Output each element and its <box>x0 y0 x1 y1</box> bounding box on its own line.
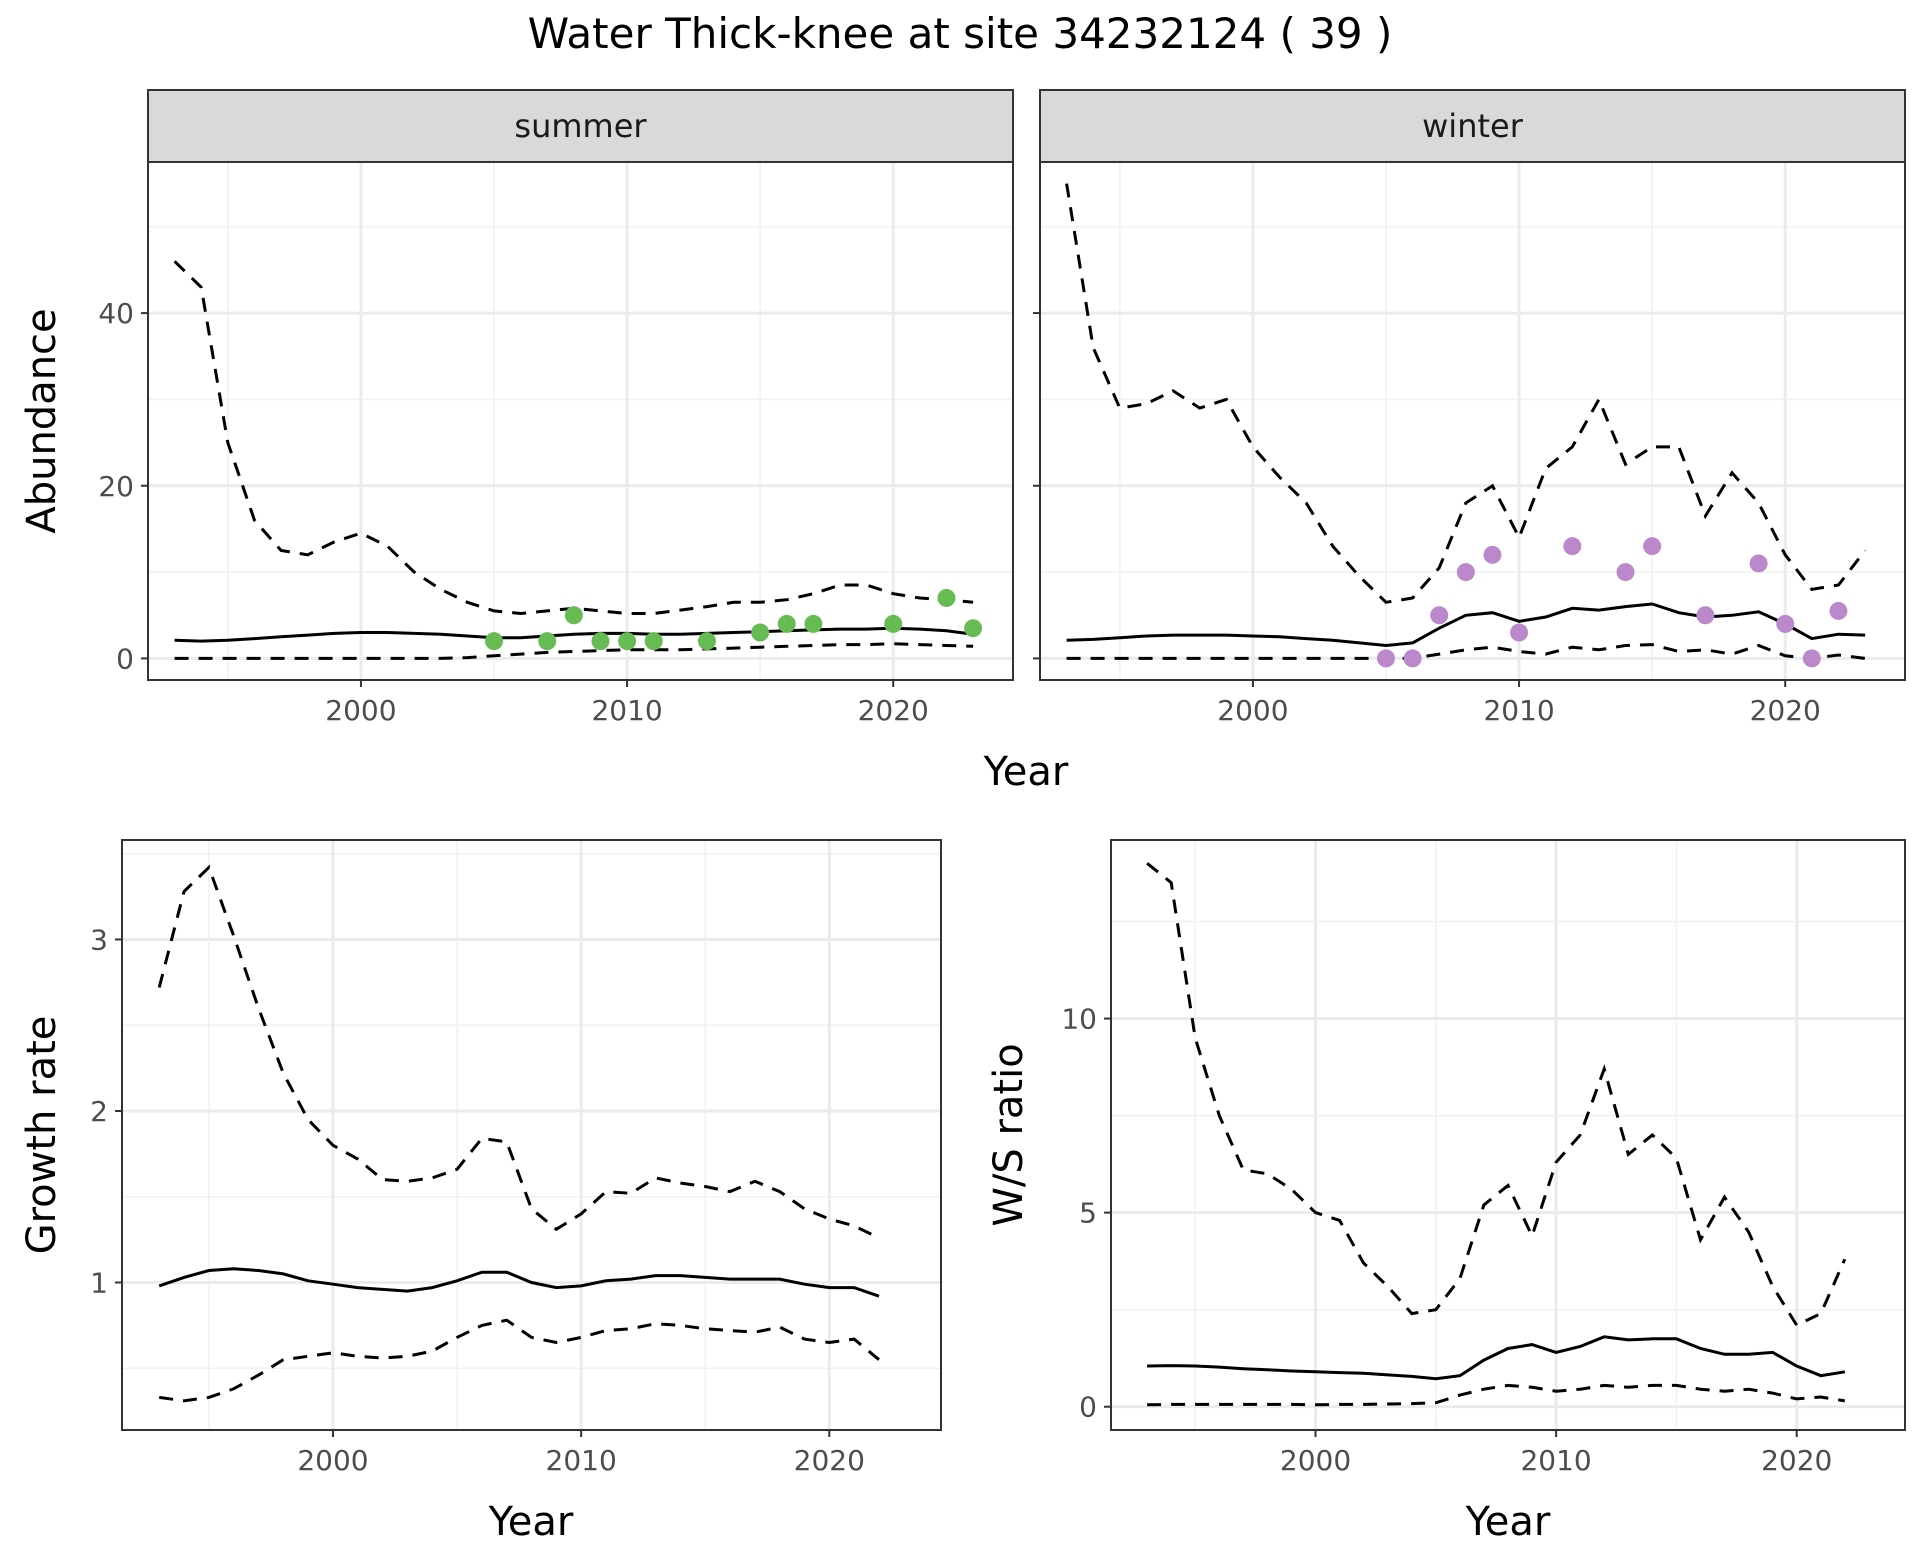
x-tick-label: 2010 <box>1520 1444 1591 1477</box>
data-point <box>1696 606 1715 625</box>
data-point <box>1483 545 1502 564</box>
data-point <box>884 614 903 633</box>
ws_ratio-panel: 2000 2010 2020 0 5 10 <box>1061 839 1906 1477</box>
y-axis-title: W/S ratio <box>986 1043 1032 1226</box>
data-point <box>1776 614 1795 633</box>
y-tick-label: 1 <box>90 1267 108 1300</box>
abundance_winter-panel: winter 2000 2010 2020 <box>1033 89 1906 727</box>
x-tick-label: 2020 <box>1750 694 1821 727</box>
series-line-lower <box>158 1318 880 1403</box>
data-point <box>777 614 796 633</box>
data-point <box>485 632 503 651</box>
data-point <box>538 632 557 651</box>
x-axis-title: Year <box>1465 1499 1551 1545</box>
data-point <box>1802 649 1821 668</box>
x-tick-label: 2000 <box>1280 1444 1351 1477</box>
series-line-upper <box>1065 183 1867 604</box>
data-point <box>1616 563 1635 582</box>
abundance_summer-series-group <box>173 260 983 660</box>
ws_ratio-series-group <box>1146 862 1847 1407</box>
data-point <box>564 606 583 625</box>
series-line-median <box>1066 602 1866 648</box>
y-axis-title: Abundance <box>19 308 65 533</box>
data-point <box>1403 649 1422 668</box>
x-tick-label: 2000 <box>297 1444 368 1477</box>
data-point <box>1829 601 1848 620</box>
data-point <box>937 588 956 607</box>
growth_rate-series-group <box>157 864 880 1403</box>
y-tick-label: 0 <box>1079 1391 1097 1424</box>
growth_rate-panel: 2000 2010 2020 1 2 3 <box>90 839 942 1477</box>
y-tick-label: 40 <box>98 297 134 330</box>
y-tick-label: 3 <box>90 923 108 956</box>
data-point <box>1643 537 1662 556</box>
data-point <box>1510 623 1529 642</box>
data-point <box>697 632 716 651</box>
data-point <box>618 632 637 651</box>
abundance_summer-panel: summer 2000 2010 2020 0 20 40 <box>98 89 1014 727</box>
data-point <box>964 619 983 638</box>
x-axis-title: Year <box>983 749 1069 795</box>
data-point <box>1749 554 1768 573</box>
y-tick-label: 10 <box>1061 1003 1097 1036</box>
series-line-median <box>1147 1335 1846 1381</box>
data-point <box>751 623 770 642</box>
y-tick-label: 20 <box>98 470 134 503</box>
y-tick-label: 2 <box>90 1095 108 1128</box>
series-line-median <box>158 1267 880 1298</box>
series-line-lower <box>174 642 974 660</box>
y-tick-label: 5 <box>1079 1197 1097 1230</box>
x-tick-label: 2010 <box>591 694 662 727</box>
growth_rate-panel-border <box>121 839 942 1431</box>
series-line-upper <box>1146 862 1847 1328</box>
x-axis-title: Year <box>488 1499 574 1545</box>
ws_ratio-panel-border <box>1110 839 1906 1431</box>
data-point <box>1456 563 1475 582</box>
chart-title: Water Thick-knee at site 34232124 ( 39 ) <box>528 9 1393 58</box>
data-point <box>1377 649 1395 668</box>
facet-strip-label: winter <box>1422 107 1524 145</box>
x-tick-label: 2020 <box>858 694 929 727</box>
x-tick-label: 2000 <box>325 694 396 727</box>
data-point <box>644 632 663 651</box>
data-point <box>1430 606 1449 625</box>
data-point <box>1563 537 1582 556</box>
series-line-median <box>174 626 974 643</box>
data-point <box>591 632 610 651</box>
facet-strip <box>147 89 1014 163</box>
series-line-lower <box>1147 1383 1846 1407</box>
facet-strip-label: summer <box>514 107 647 145</box>
x-tick-label: 2020 <box>794 1444 865 1477</box>
series-line-upper <box>157 864 880 1240</box>
data-point <box>804 614 823 633</box>
x-tick-label: 2010 <box>546 1444 617 1477</box>
y-tick-label: 0 <box>116 642 134 675</box>
facet-strip <box>1039 89 1906 163</box>
x-tick-label: 2000 <box>1217 694 1288 727</box>
x-tick-label: 2010 <box>1483 694 1554 727</box>
y-axis-title: Growth rate <box>19 1016 65 1255</box>
x-tick-label: 2020 <box>1761 1444 1832 1477</box>
series-line-lower <box>1066 643 1866 660</box>
abundance_winter-series-group <box>1065 183 1867 668</box>
